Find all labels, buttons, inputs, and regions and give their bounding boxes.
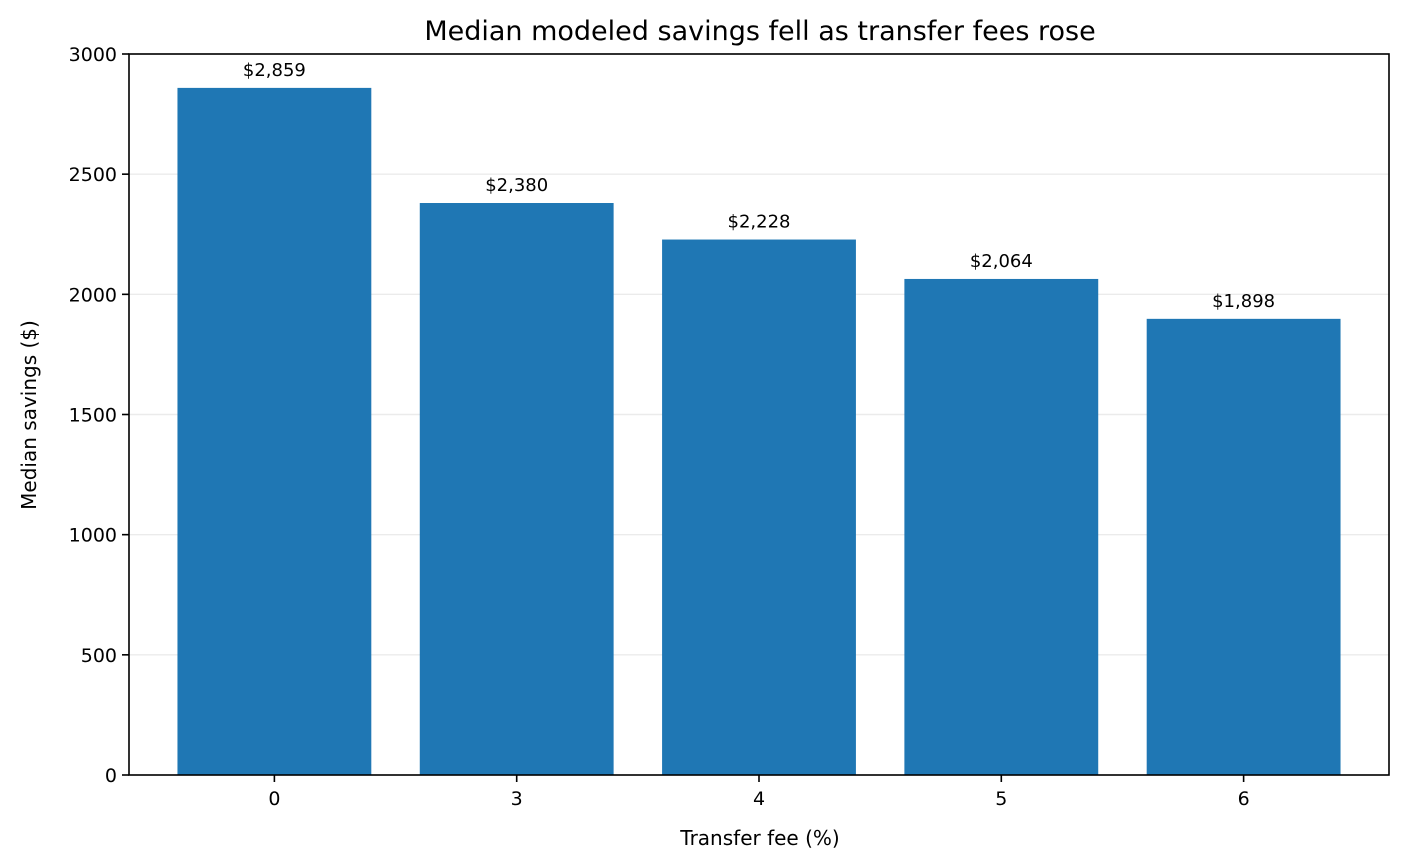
x-tick-label: 3	[511, 788, 523, 810]
bar	[177, 87, 372, 775]
data-label: $1,898	[1212, 291, 1275, 312]
x-axis-ticks: 0 3 4 5 6	[268, 775, 1250, 810]
plot-frame	[128, 53, 1390, 776]
data-label: $2,859	[243, 60, 306, 81]
bars	[177, 87, 1341, 776]
y-axis-ticks: 0 500 1000 1500 2000 2500 3000	[69, 44, 129, 787]
chart-title: Median modeled savings fell as transfer …	[424, 16, 1095, 47]
y-axis-label: Median savings ($)	[17, 320, 41, 510]
y-tick-label: 2000	[69, 284, 117, 306]
x-tick-label: 5	[995, 788, 1007, 810]
x-tick-label: 0	[268, 788, 280, 810]
y-tick-label: 1500	[69, 405, 117, 427]
data-label: $2,228	[728, 212, 791, 233]
x-axis-label: Transfer fee (%)	[679, 826, 839, 850]
bar	[1146, 318, 1341, 775]
data-labels: $2,859 $2,380 $2,228 $2,064 $1,898	[243, 60, 1275, 312]
x-tick-label: 6	[1238, 788, 1250, 810]
y-tick-label: 3000	[69, 44, 117, 66]
y-tick-label: 500	[81, 645, 117, 667]
bar	[419, 203, 614, 776]
x-tick-label: 4	[753, 788, 765, 810]
bar	[904, 278, 1099, 775]
data-label: $2,380	[485, 175, 548, 196]
data-label: $2,064	[970, 251, 1033, 272]
y-tick-label: 1000	[69, 525, 117, 547]
y-tick-label: 2500	[69, 164, 117, 186]
y-tick-label: 0	[105, 765, 117, 787]
bar	[662, 239, 856, 775]
